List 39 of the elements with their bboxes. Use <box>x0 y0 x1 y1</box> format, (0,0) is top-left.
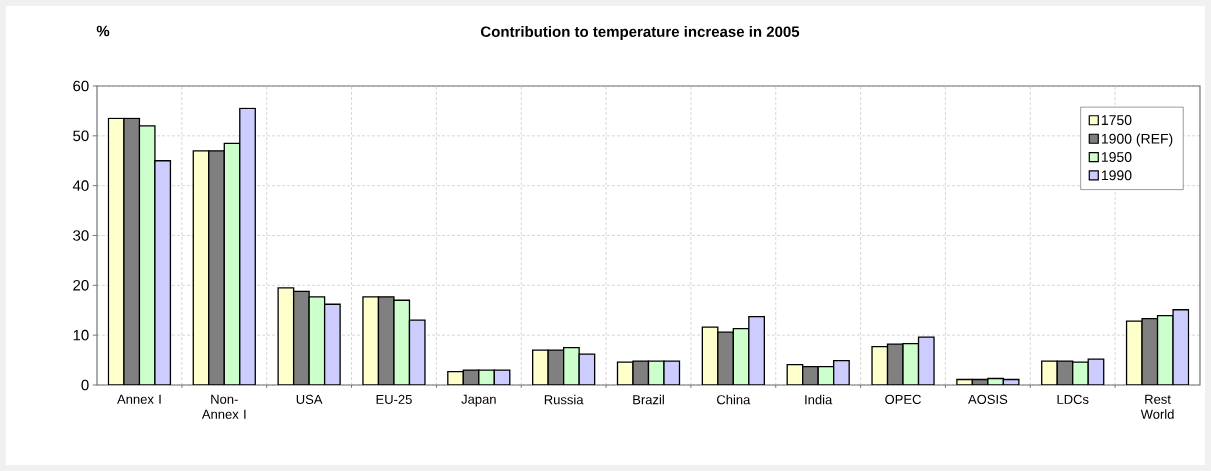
y-tick-label: 30 <box>73 230 89 241</box>
x-tick-label: India <box>805 394 833 405</box>
x-tick-label: Non-Annex I <box>201 394 246 419</box>
bar <box>748 316 765 385</box>
x-tick-label: Rest World <box>1140 394 1174 419</box>
bar <box>107 117 125 385</box>
bar <box>239 107 256 385</box>
x-tick-label: Annex I <box>117 394 161 404</box>
legend-label: 1950 <box>1101 152 1132 162</box>
y-tick-label: 60 <box>73 80 89 92</box>
bar <box>223 142 241 385</box>
y-tick-label: 0 <box>81 379 89 391</box>
x-tick-label: EU-25 <box>376 394 412 404</box>
y-tick-label: 40 <box>72 180 89 191</box>
bar <box>154 160 172 385</box>
x-tick-label: OPEC <box>885 394 921 404</box>
bar <box>123 117 141 385</box>
y-tick-label: 20 <box>73 280 89 291</box>
bar <box>192 150 210 385</box>
x-tick-label: LDCs <box>1057 394 1089 404</box>
bar <box>138 125 156 385</box>
bar <box>717 331 734 385</box>
x-tick-label: China <box>717 394 751 405</box>
x-tick-label: Japan <box>461 394 496 407</box>
bar <box>208 150 225 385</box>
y-tick-label: 10 <box>73 329 89 341</box>
x-tick-label: Brazil <box>633 394 664 405</box>
y-tick-label: 50 <box>73 130 89 142</box>
bar <box>833 359 850 385</box>
x-tick-label: AOSIS <box>968 394 1008 404</box>
legend-label: 1990 <box>1101 170 1132 181</box>
x-tick-label: USA <box>296 394 323 404</box>
bar <box>563 346 580 385</box>
y-axis-title: % <box>96 25 110 37</box>
x-tick-label: Russia <box>544 394 584 405</box>
bar <box>532 349 549 385</box>
chart-title: Contribution to temperature increase in 2005 <box>481 26 800 40</box>
legend-label: 1900 (REF) <box>1101 133 1173 147</box>
legend-label: 1750 <box>1101 115 1132 126</box>
